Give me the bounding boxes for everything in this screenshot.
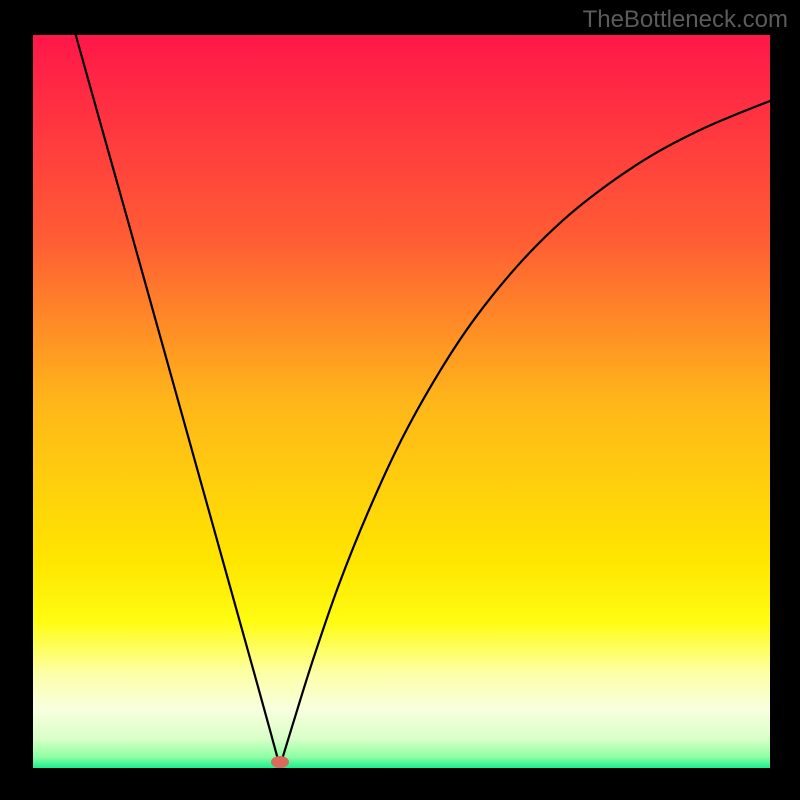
minimum-marker <box>271 756 289 768</box>
watermark-text: TheBottleneck.com <box>583 6 788 34</box>
chart-plot-area <box>33 35 770 768</box>
bottleneck-curve <box>33 35 770 768</box>
